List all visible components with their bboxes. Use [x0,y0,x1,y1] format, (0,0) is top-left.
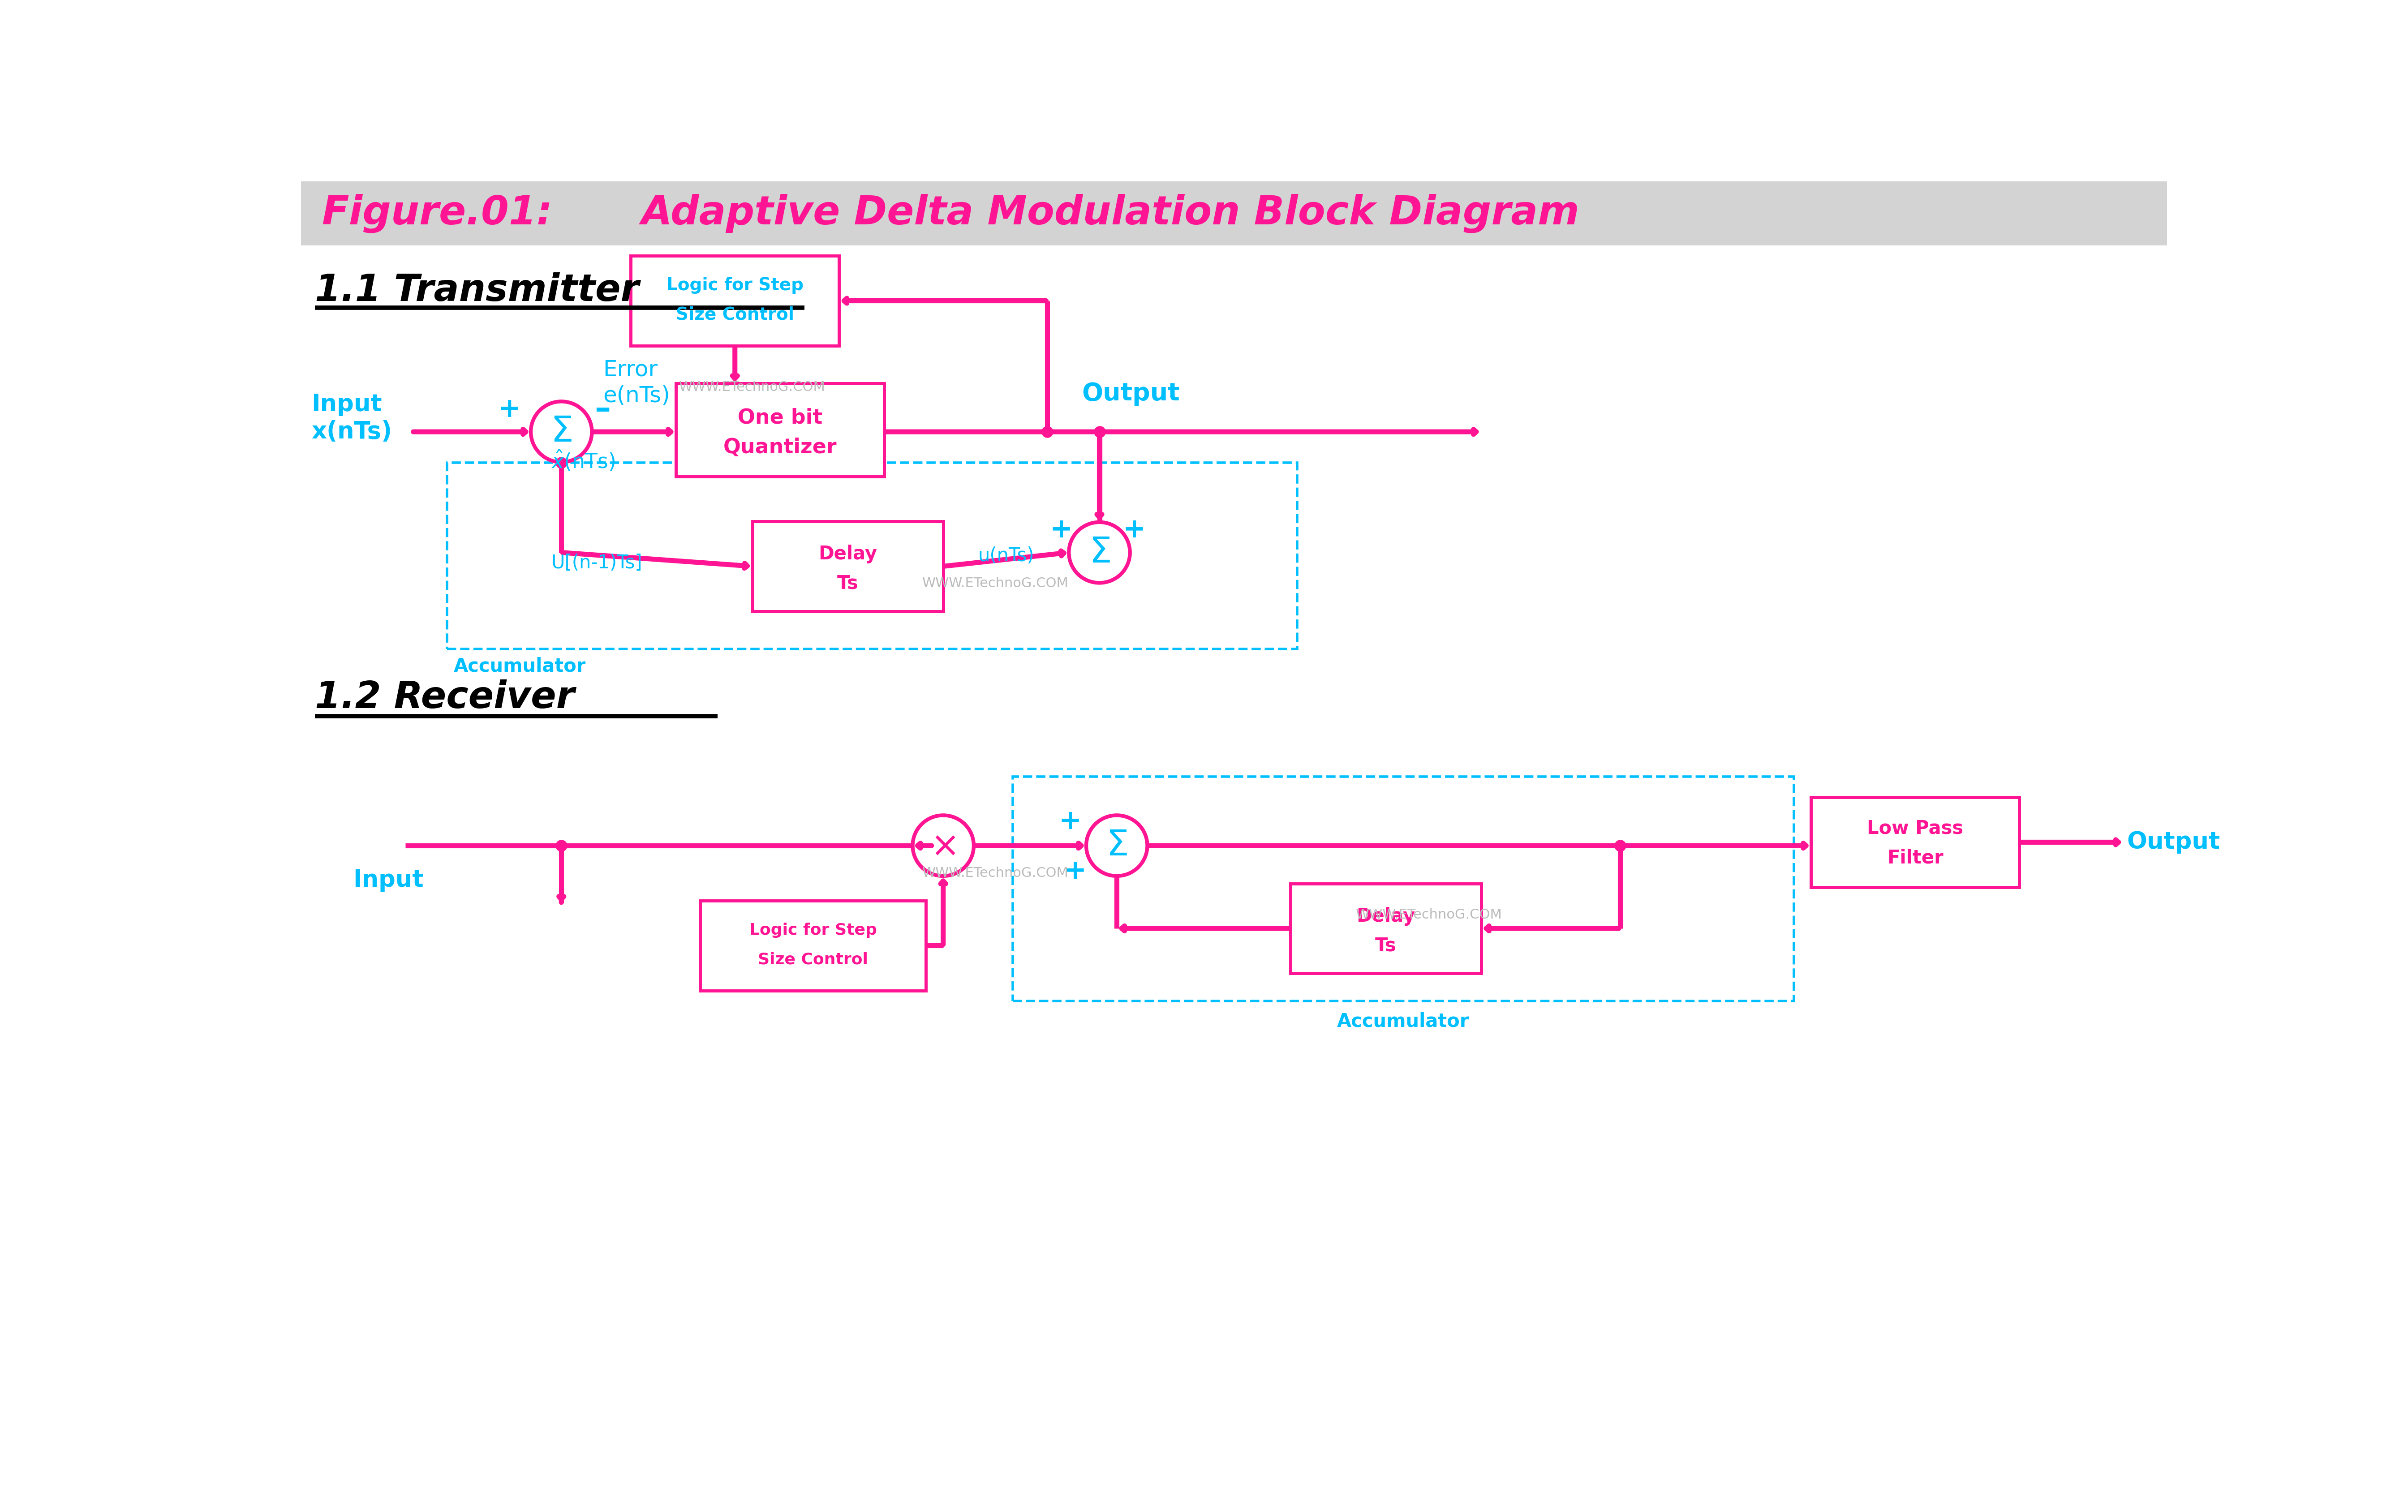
Text: Adaptive Delta Modulation Block Diagram: Adaptive Delta Modulation Block Diagram [641,194,1580,233]
Text: +: + [1122,517,1146,543]
Text: Quantizer: Quantizer [722,437,838,458]
Text: WWW.ETechnoG.COM: WWW.ETechnoG.COM [1356,909,1503,921]
Circle shape [1086,815,1146,875]
Text: –: – [595,395,612,425]
Text: Size Control: Size Control [759,953,869,968]
Text: $\times$: $\times$ [929,829,956,863]
FancyBboxPatch shape [701,901,925,990]
Text: WWW.ETechnoG.COM: WWW.ETechnoG.COM [922,866,1069,880]
Circle shape [913,815,973,875]
Text: One bit: One bit [737,408,824,428]
Text: Ts: Ts [838,575,857,593]
Text: Delay: Delay [819,544,877,564]
Text: Delay: Delay [1356,907,1416,925]
FancyBboxPatch shape [1811,797,2020,888]
Circle shape [530,402,592,463]
Text: Size Control: Size Control [677,305,795,324]
Text: x(nTs): x(nTs) [311,420,393,443]
Text: $\Sigma$: $\Sigma$ [551,414,573,449]
Text: $\Sigma$: $\Sigma$ [1105,829,1127,863]
Text: +: + [1050,517,1072,543]
Text: Accumulator: Accumulator [453,656,585,676]
Circle shape [1069,522,1129,582]
FancyBboxPatch shape [1291,883,1481,974]
FancyBboxPatch shape [677,384,884,476]
Text: Output: Output [2126,830,2220,854]
Text: Input: Input [354,868,424,892]
Text: Logic for Step: Logic for Step [667,277,804,293]
Text: Figure.01:: Figure.01: [323,194,551,233]
Text: +: + [498,396,520,422]
Text: +: + [1060,809,1081,835]
Text: 1.2 Receiver: 1.2 Receiver [315,679,576,715]
Text: Output: Output [1081,381,1180,405]
Text: $\Sigma$: $\Sigma$ [1088,535,1110,570]
Text: Ts: Ts [1375,936,1397,956]
Text: Accumulator: Accumulator [1336,1012,1469,1031]
Text: U[(n-1)Ts]: U[(n-1)Ts] [551,553,643,572]
Text: Filter: Filter [1888,848,1943,866]
Text: u(nTs): u(nTs) [978,546,1033,565]
Text: Input: Input [311,393,383,416]
Text: 1.1 Transmitter: 1.1 Transmitter [315,272,638,308]
Text: Low Pass: Low Pass [1866,820,1963,838]
Text: Error: Error [602,358,657,381]
Text: e(nTs): e(nTs) [602,386,669,407]
FancyBboxPatch shape [631,256,838,346]
Text: Logic for Step: Logic for Step [749,922,877,937]
Text: +: + [1064,859,1086,885]
Text: WWW.ETechnoG.COM: WWW.ETechnoG.COM [679,381,826,393]
Text: $\hat{x}$(nTs): $\hat{x}$(nTs) [551,449,614,473]
FancyBboxPatch shape [301,181,2167,245]
FancyBboxPatch shape [751,522,944,611]
Text: WWW.ETechnoG.COM: WWW.ETechnoG.COM [922,578,1069,590]
